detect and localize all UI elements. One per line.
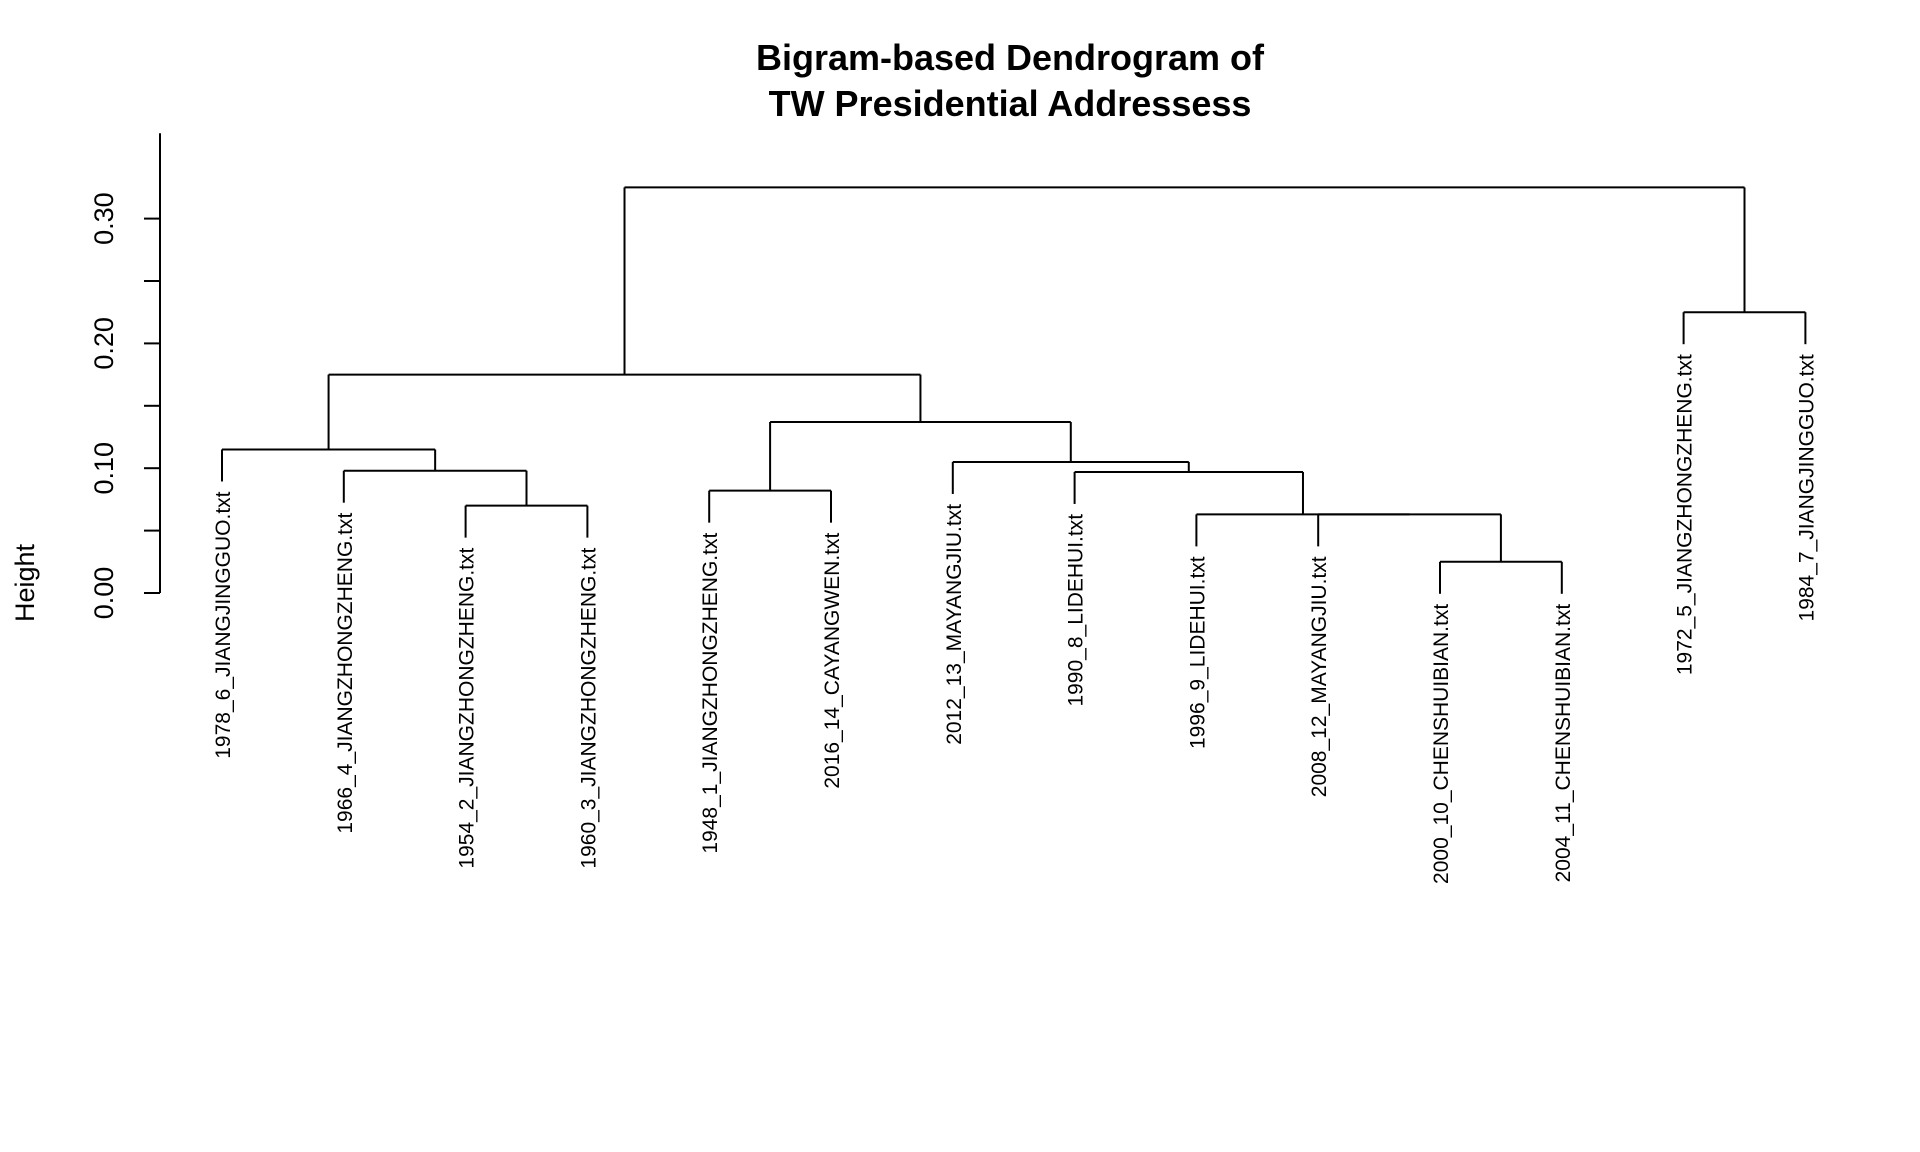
merge-node: [342, 469, 528, 506]
leaf-label: 1960_3_JIANGZHONGZHENG.txt: [577, 547, 600, 868]
merge-node: [1317, 513, 1502, 562]
merge-node: [1682, 311, 1807, 345]
y-tick-label: 0.20: [89, 317, 119, 370]
leaf-label: 2008_12_MAYANGJIU.txt: [1308, 556, 1331, 797]
merge-node: [327, 373, 922, 450]
chart-title-line1: Bigram-based Dendrogram of: [756, 37, 1265, 78]
merge-node: [464, 504, 589, 538]
leaf-labels: 1978_6_JIANGJINGGUO.txt 1966_4_JIANGZHONG…: [212, 354, 1818, 884]
leaf-label: 1990_8_LIDEHUI.txt: [1065, 514, 1088, 707]
y-axis: 0.00 0.10 0.20 0.30: [89, 133, 161, 620]
leaf-label: 2000_10_CHENSHUIBIAN.txt: [1430, 604, 1453, 884]
merge-node: [951, 460, 1190, 494]
merge-node: [623, 186, 1746, 375]
leaf-label: 1984_7_JIANGJINGGUO.txt: [1795, 354, 1818, 621]
leaf-label: 2012_13_MAYANGJIU.txt: [943, 504, 966, 745]
merge-node: [1195, 513, 1410, 547]
leaf-label: 1966_4_JIANGZHONGZHENG.txt: [334, 513, 357, 834]
leaf-label: 1948_1_JIANGZHONGZHENG.txt: [699, 533, 722, 854]
leaf-label: 2016_14_CAYANGWEN.txt: [821, 532, 844, 788]
merge-node: [708, 489, 832, 523]
dendrogram-branches: [221, 186, 1807, 594]
leaf-label: 1954_2_JIANGZHONGZHENG.txt: [456, 547, 479, 868]
leaf-label: 1972_5_JIANGZHONGZHENG.txt: [1674, 354, 1697, 675]
y-tick-label: 0.00: [89, 567, 119, 620]
merge-node: [1439, 560, 1563, 594]
merge-node: [769, 421, 1072, 491]
merge-node: [1073, 470, 1304, 515]
leaf-label: 1978_6_JIANGJINGGUO.txt: [212, 491, 235, 758]
y-axis-label: Height: [10, 543, 40, 622]
leaf-label: 2004_11_CHENSHUIBIAN.txt: [1552, 604, 1575, 883]
merge-node: [221, 448, 437, 482]
y-tick-label: 0.10: [89, 442, 119, 495]
leaf-label: 1996_9_LIDEHUI.txt: [1186, 556, 1209, 749]
chart-title-line2: TW Presidential Addressess: [769, 83, 1252, 124]
y-tick-label: 0.30: [89, 192, 119, 245]
